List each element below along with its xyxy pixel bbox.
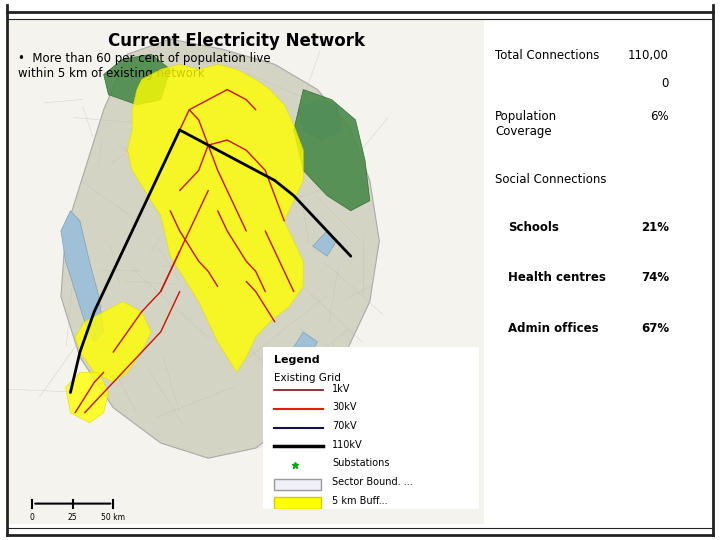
Text: 110kV: 110kV bbox=[332, 440, 363, 450]
Text: 110,00: 110,00 bbox=[628, 49, 669, 62]
Text: 0: 0 bbox=[30, 512, 35, 522]
Polygon shape bbox=[127, 64, 303, 373]
Polygon shape bbox=[294, 90, 370, 211]
Text: 6%: 6% bbox=[650, 110, 669, 123]
Text: 67%: 67% bbox=[641, 322, 669, 335]
Polygon shape bbox=[61, 39, 379, 458]
Polygon shape bbox=[104, 54, 170, 105]
Text: 25: 25 bbox=[68, 512, 78, 522]
Text: Population
Coverage: Population Coverage bbox=[495, 110, 557, 138]
Text: Health centres: Health centres bbox=[508, 271, 606, 285]
Text: 21%: 21% bbox=[641, 221, 669, 234]
Text: Admin offices: Admin offices bbox=[508, 322, 599, 335]
Text: Schools: Schools bbox=[508, 221, 559, 234]
Text: •  More than 60 per cent of population live
within 5 km of existing network: • More than 60 per cent of population li… bbox=[18, 52, 271, 80]
Text: 1kV: 1kV bbox=[332, 384, 351, 394]
Polygon shape bbox=[270, 393, 303, 423]
Text: 30kV: 30kV bbox=[332, 402, 356, 413]
Text: Sector Bound. ...: Sector Bound. ... bbox=[332, 477, 413, 487]
Polygon shape bbox=[61, 211, 104, 342]
Polygon shape bbox=[75, 302, 151, 382]
Text: 50 km: 50 km bbox=[102, 512, 125, 522]
Text: Total Connections: Total Connections bbox=[495, 49, 599, 62]
FancyBboxPatch shape bbox=[274, 497, 321, 509]
Text: 70kV: 70kV bbox=[332, 421, 356, 431]
Polygon shape bbox=[299, 100, 341, 140]
Text: Social Connections: Social Connections bbox=[495, 173, 606, 186]
Text: Existing Grid: Existing Grid bbox=[274, 373, 341, 383]
FancyBboxPatch shape bbox=[274, 478, 321, 490]
Text: 0: 0 bbox=[662, 77, 669, 90]
Text: Legend: Legend bbox=[274, 355, 319, 365]
Polygon shape bbox=[294, 332, 318, 357]
Polygon shape bbox=[66, 373, 109, 423]
Polygon shape bbox=[312, 231, 336, 256]
Text: Substations: Substations bbox=[332, 458, 390, 468]
Text: Current Electricity Network: Current Electricity Network bbox=[108, 31, 365, 50]
Text: 74%: 74% bbox=[641, 271, 669, 285]
Text: 5 km Buff...: 5 km Buff... bbox=[332, 496, 387, 505]
